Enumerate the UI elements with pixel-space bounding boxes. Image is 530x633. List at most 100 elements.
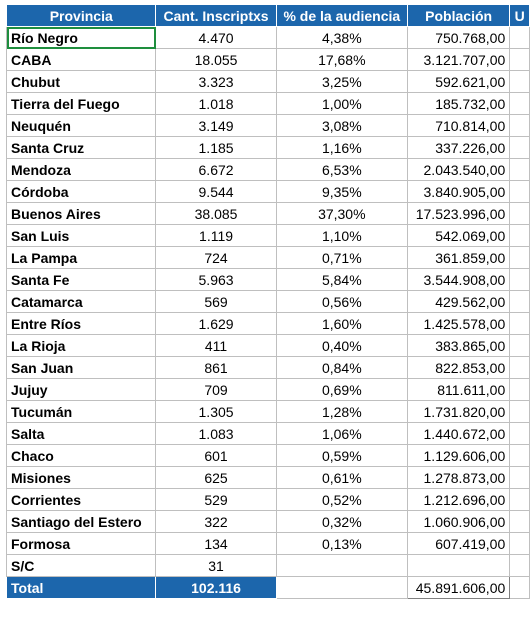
cell-provincia[interactable]: Formosa: [5, 532, 157, 555]
cell-poblacion[interactable]: 710.814,00: [406, 114, 511, 137]
cell-provincia[interactable]: Mendoza: [5, 158, 157, 181]
cell-cant[interactable]: 1.185: [155, 136, 277, 159]
cell-poblacion[interactable]: 2.043.540,00: [406, 158, 511, 181]
cell-pct[interactable]: 0,52%: [275, 488, 409, 511]
cell-cant[interactable]: 31: [155, 554, 277, 577]
total-poblacion[interactable]: 45.891.606,00: [406, 576, 511, 599]
cell-poblacion[interactable]: 17.523.996,00: [406, 202, 511, 225]
cell-extra[interactable]: [509, 136, 530, 159]
cell-extra[interactable]: [509, 92, 530, 115]
cell-pct[interactable]: 0,32%: [275, 510, 409, 533]
cell-pct[interactable]: 0,56%: [275, 290, 409, 313]
cell-extra[interactable]: [509, 532, 530, 555]
cell-cant[interactable]: 1.629: [155, 312, 277, 335]
cell-pct[interactable]: 0,61%: [275, 466, 409, 489]
cell-pct[interactable]: 0,13%: [275, 532, 409, 555]
cell-provincia[interactable]: Entre Ríos: [5, 312, 157, 335]
cell-pct[interactable]: 4,38%: [275, 26, 409, 49]
cell-poblacion[interactable]: 822.853,00: [406, 356, 511, 379]
cell-poblacion[interactable]: 1.425.578,00: [406, 312, 511, 335]
cell-poblacion[interactable]: 383.865,00: [406, 334, 511, 357]
cell-cant[interactable]: 9.544: [155, 180, 277, 203]
cell-provincia[interactable]: S/C: [5, 554, 157, 577]
cell-poblacion[interactable]: 429.562,00: [406, 290, 511, 313]
total-extra[interactable]: [509, 576, 530, 599]
cell-pct[interactable]: 0,40%: [275, 334, 409, 357]
cell-extra[interactable]: [509, 488, 530, 511]
cell-cant[interactable]: 625: [155, 466, 277, 489]
cell-poblacion[interactable]: 337.226,00: [406, 136, 511, 159]
cell-cant[interactable]: 3.323: [155, 70, 277, 93]
cell-poblacion[interactable]: 185.732,00: [406, 92, 511, 115]
cell-provincia[interactable]: San Juan: [5, 356, 157, 379]
cell-pct[interactable]: 0,59%: [275, 444, 409, 467]
cell-cant[interactable]: 1.119: [155, 224, 277, 247]
cell-pct[interactable]: 0,71%: [275, 246, 409, 269]
cell-cant[interactable]: 724: [155, 246, 277, 269]
cell-cant[interactable]: 6.672: [155, 158, 277, 181]
cell-poblacion[interactable]: 1.731.820,00: [406, 400, 511, 423]
cell-extra[interactable]: [509, 202, 530, 225]
header-poblacion[interactable]: Población: [406, 4, 511, 27]
cell-extra[interactable]: [509, 554, 530, 577]
cell-extra[interactable]: [509, 290, 530, 313]
cell-provincia[interactable]: CABA: [5, 48, 157, 71]
cell-provincia[interactable]: La Rioja: [5, 334, 157, 357]
cell-provincia[interactable]: Río Negro: [5, 26, 157, 49]
cell-provincia[interactable]: Tucumán: [5, 400, 157, 423]
cell-extra[interactable]: [509, 378, 530, 401]
cell-extra[interactable]: [509, 158, 530, 181]
cell-poblacion[interactable]: 361.859,00: [406, 246, 511, 269]
cell-pct[interactable]: 37,30%: [275, 202, 409, 225]
header-provincia[interactable]: Provincia: [5, 4, 157, 27]
cell-provincia[interactable]: Salta: [5, 422, 157, 445]
cell-poblacion[interactable]: 3.840.905,00: [406, 180, 511, 203]
cell-extra[interactable]: [509, 312, 530, 335]
cell-cant[interactable]: 601: [155, 444, 277, 467]
cell-extra[interactable]: [509, 510, 530, 533]
cell-extra[interactable]: [509, 246, 530, 269]
cell-provincia[interactable]: Chaco: [5, 444, 157, 467]
header-pct-audiencia[interactable]: % de la audiencia: [275, 4, 409, 27]
cell-cant[interactable]: 709: [155, 378, 277, 401]
cell-extra[interactable]: [509, 70, 530, 93]
cell-extra[interactable]: [509, 422, 530, 445]
cell-pct[interactable]: 3,25%: [275, 70, 409, 93]
cell-poblacion[interactable]: 1.278.873,00: [406, 466, 511, 489]
cell-extra[interactable]: [509, 268, 530, 291]
cell-cant[interactable]: 529: [155, 488, 277, 511]
cell-provincia[interactable]: Buenos Aires: [5, 202, 157, 225]
header-extra[interactable]: U: [509, 4, 530, 27]
cell-provincia[interactable]: San Luis: [5, 224, 157, 247]
cell-pct[interactable]: 1,00%: [275, 92, 409, 115]
cell-extra[interactable]: [509, 400, 530, 423]
cell-pct[interactable]: 1,16%: [275, 136, 409, 159]
cell-cant[interactable]: 411: [155, 334, 277, 357]
total-label[interactable]: Total: [5, 576, 157, 599]
cell-extra[interactable]: [509, 466, 530, 489]
cell-cant[interactable]: 134: [155, 532, 277, 555]
cell-extra[interactable]: [509, 444, 530, 467]
cell-provincia[interactable]: Misiones: [5, 466, 157, 489]
cell-pct[interactable]: 0,84%: [275, 356, 409, 379]
cell-pct[interactable]: 9,35%: [275, 180, 409, 203]
cell-poblacion[interactable]: 1.129.606,00: [406, 444, 511, 467]
total-cant[interactable]: 102.116: [155, 576, 277, 599]
cell-poblacion[interactable]: 3.121.707,00: [406, 48, 511, 71]
cell-provincia[interactable]: Santa Cruz: [5, 136, 157, 159]
total-pct[interactable]: [275, 576, 409, 599]
cell-cant[interactable]: 38.085: [155, 202, 277, 225]
cell-poblacion[interactable]: 592.621,00: [406, 70, 511, 93]
cell-pct[interactable]: 1,06%: [275, 422, 409, 445]
cell-provincia[interactable]: Neuquén: [5, 114, 157, 137]
cell-pct[interactable]: 3,08%: [275, 114, 409, 137]
cell-pct[interactable]: 6,53%: [275, 158, 409, 181]
cell-poblacion[interactable]: 542.069,00: [406, 224, 511, 247]
cell-provincia[interactable]: Chubut: [5, 70, 157, 93]
cell-cant[interactable]: 4.470: [155, 26, 277, 49]
cell-cant[interactable]: 861: [155, 356, 277, 379]
cell-cant[interactable]: 569: [155, 290, 277, 313]
cell-provincia[interactable]: Corrientes: [5, 488, 157, 511]
cell-extra[interactable]: [509, 48, 530, 71]
cell-cant[interactable]: 18.055: [155, 48, 277, 71]
